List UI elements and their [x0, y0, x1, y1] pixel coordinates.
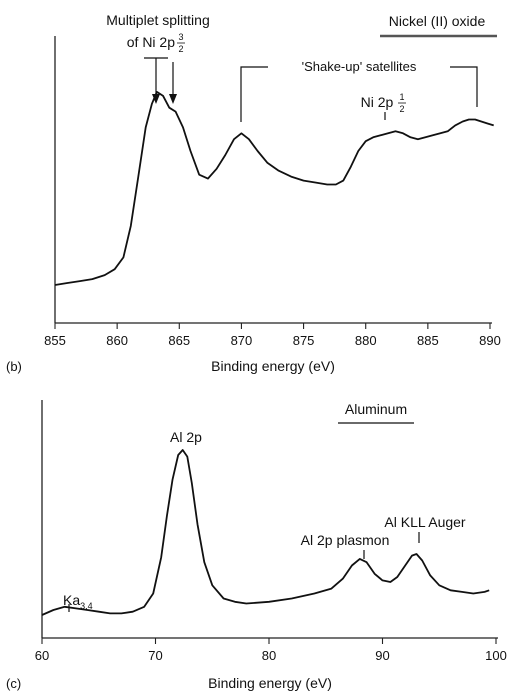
x-tick-label: 880 — [355, 333, 377, 348]
panel-c-title: Aluminum — [345, 401, 407, 417]
x-tick-label: 865 — [168, 333, 190, 348]
multiplet-arrowhead-2 — [169, 94, 177, 104]
panel-b-x-axis-label: Binding energy (eV) — [211, 358, 335, 374]
x-tick-label: 885 — [417, 333, 439, 348]
multiplet-arrowhead-1 — [152, 94, 160, 104]
panel-c-ticks: 60 70 80 90 100 — [35, 638, 507, 663]
satellites-label: 'Shake-up' satellites — [302, 59, 417, 74]
auger-label: Al KLL Auger — [384, 514, 466, 530]
x-tick-label: 855 — [44, 333, 66, 348]
multiplet-frac-num: 3 — [178, 32, 183, 42]
ni2p-frac-den: 2 — [399, 104, 404, 114]
x-tick-label: 860 — [106, 333, 128, 348]
satellites-bracket-right — [450, 66, 478, 107]
x-tick-label: 60 — [35, 648, 49, 663]
panel-c-label: (c) — [6, 676, 21, 691]
satellites-bracket-left — [240, 66, 268, 122]
multiplet-label: Multiplet splitting — [106, 12, 210, 28]
x-tick-label: 870 — [231, 333, 253, 348]
al2p-label: Al 2p — [170, 429, 202, 445]
ka-label: Ka3,4 — [63, 592, 93, 611]
x-tick-label: 890 — [479, 333, 501, 348]
ka-label-sub: 3,4 — [80, 601, 93, 611]
panel-c-x-axis-label: Binding energy (eV) — [208, 675, 332, 691]
x-tick-label: 875 — [293, 333, 315, 348]
plasmon-label: Al 2p plasmon — [301, 532, 390, 548]
panel-b-label: (b) — [6, 359, 22, 374]
multiplet-of-label: of Ni 2p — [127, 34, 175, 50]
ni2p-frac-num: 1 — [399, 92, 404, 102]
x-tick-label: 90 — [375, 648, 389, 663]
multiplet-frac-den: 2 — [178, 44, 183, 54]
panel-c: 60 70 80 90 100 (c) Binding energy (eV) Alum… — [6, 400, 507, 691]
panel-b: 855 860 865 870 875 880 885 890 (b) Binding ene… — [6, 12, 501, 374]
panel-c-spectrum-line — [41, 449, 490, 616]
panel-b-title: Nickel (II) oxide — [389, 13, 486, 29]
ni2p-label: Ni 2p — [361, 94, 394, 110]
x-tick-label: 80 — [262, 648, 276, 663]
panel-b-ticks: 855 860 865 870 875 880 885 890 — [44, 323, 501, 348]
panel-b-spectrum-line — [54, 91, 494, 286]
x-tick-label: 100 — [485, 648, 507, 663]
x-tick-label: 70 — [148, 648, 162, 663]
ka-label-base: Ka — [63, 592, 80, 608]
